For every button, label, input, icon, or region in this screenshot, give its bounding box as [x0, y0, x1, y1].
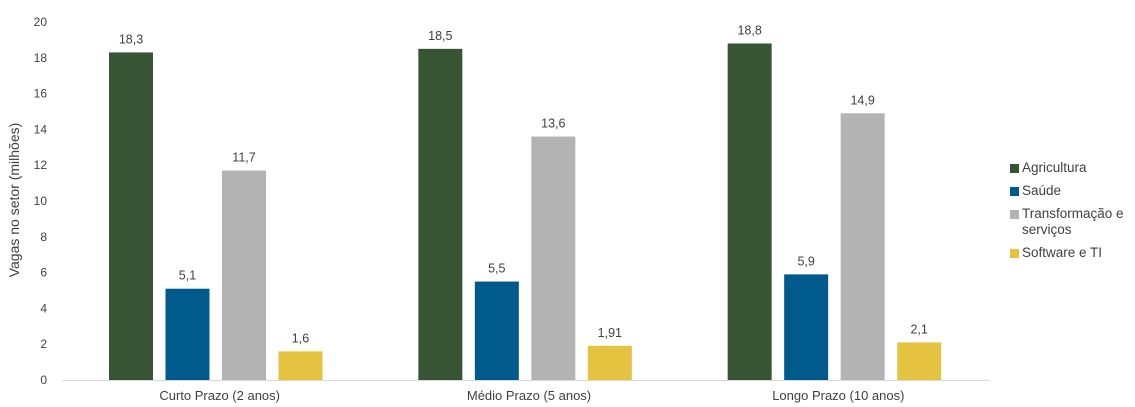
data-label: 5,9	[797, 254, 814, 268]
data-label: 18,5	[428, 29, 452, 43]
y-tick-label: 10	[34, 194, 48, 208]
data-label: 18,8	[737, 23, 761, 37]
legend-item: Software e TI	[1010, 245, 1135, 261]
category-label: Longo Prazo (10 anos)	[772, 388, 904, 403]
y-tick-label: 0	[40, 373, 47, 387]
category-labels: Curto Prazo (2 anos) Médio Prazo (5 anos)…	[159, 388, 904, 403]
data-label: 13,6	[541, 117, 565, 131]
bar-4-1	[278, 351, 323, 380]
bars	[109, 43, 942, 381]
bar-4-2	[587, 345, 632, 380]
legend-swatch	[1010, 249, 1019, 258]
category-label: Médio Prazo (5 anos)	[467, 388, 591, 403]
legend-item: Transformação e serviços	[1010, 206, 1135, 238]
y-tick-label: 2	[40, 337, 47, 351]
category-label: Curto Prazo (2 anos)	[159, 388, 280, 403]
data-label: 5,1	[179, 269, 196, 283]
bar-3-2	[531, 136, 576, 380]
legend-swatch	[1010, 164, 1019, 173]
data-label: 2,1	[910, 322, 927, 336]
data-label: 1,91	[598, 326, 622, 340]
legend-label: Transformação e serviços	[1022, 206, 1124, 237]
y-tick-label: 4	[40, 301, 47, 315]
bar-2-2	[474, 281, 519, 380]
legend-item: Agricultura	[1010, 160, 1135, 176]
legend: Agricultura Saúde Transformação e serviços…	[1010, 160, 1135, 268]
legend-item: Saúde	[1010, 183, 1135, 199]
y-tick-label: 12	[34, 158, 48, 172]
legend-swatch	[1010, 210, 1019, 219]
bar-1-1	[109, 52, 153, 381]
data-label: 5,5	[488, 262, 505, 276]
y-tick-label: 16	[34, 87, 48, 101]
legend-label: Saúde	[1022, 183, 1062, 198]
y-tick-label: 20	[34, 15, 48, 29]
legend-label: Software e TI	[1022, 245, 1103, 260]
data-label: 11,7	[232, 151, 255, 165]
bar-1-3	[727, 43, 772, 380]
y-axis-ticks: 0 2 4 6 8 10 12 14 16 18 20	[34, 15, 48, 387]
legend-label: Agricultura	[1022, 160, 1087, 175]
bar-2-1	[165, 288, 210, 380]
bar-3-1	[222, 170, 266, 380]
data-label: 14,9	[850, 93, 874, 107]
bar-1-2	[418, 48, 463, 380]
data-labels: 18,3 5,1 11,7 1,6 18,5 5,5 13,6 1,91 18,8 5,9 14,9…	[119, 23, 928, 345]
bar-4-3	[897, 342, 942, 380]
bar-2-3	[784, 274, 829, 380]
data-label: 1,6	[292, 331, 309, 345]
bar-3-3	[840, 113, 885, 380]
legend-swatch	[1010, 187, 1019, 196]
y-tick-label: 18	[34, 51, 48, 65]
data-label: 18,3	[119, 32, 143, 46]
y-tick-label: 6	[40, 266, 47, 280]
y-tick-label: 8	[40, 230, 47, 244]
y-tick-label: 14	[34, 122, 48, 136]
y-axis-label: Vagas no setor (milhões)	[6, 123, 22, 278]
